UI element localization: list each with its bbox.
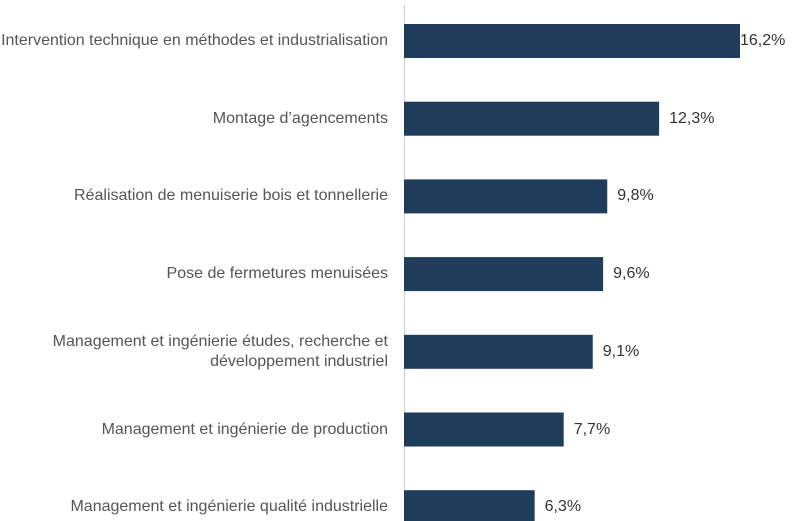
category-label: Management et ingénierie études, recherc… [52, 332, 388, 370]
value-label: 12,3% [669, 109, 715, 127]
value-label: 9,8% [617, 187, 654, 205]
category-label: Intervention technique en méthodes et in… [1, 32, 388, 49]
bar [404, 101, 660, 136]
value-label: 7,7% [573, 420, 611, 438]
bar [404, 412, 564, 447]
bar [404, 334, 593, 369]
value-label: 9,1% [602, 342, 640, 360]
bar [404, 257, 604, 292]
bar [404, 24, 740, 58]
value-label: 6,3% [544, 498, 582, 516]
category-label: Management et ingénierie de production [101, 420, 388, 438]
bar [404, 179, 608, 214]
category-label: Pose de fermetures menuisées [166, 265, 388, 283]
category-label: Management et ingénierie qualité industr… [70, 498, 388, 516]
value-label: 16,2% [740, 32, 786, 49]
value-label: 9,6% [613, 265, 650, 283]
category-label: Montage d’agencements [212, 109, 388, 127]
category-label: Réalisation de menuiserie bois et tonnel… [74, 187, 388, 205]
bar [404, 490, 535, 521]
